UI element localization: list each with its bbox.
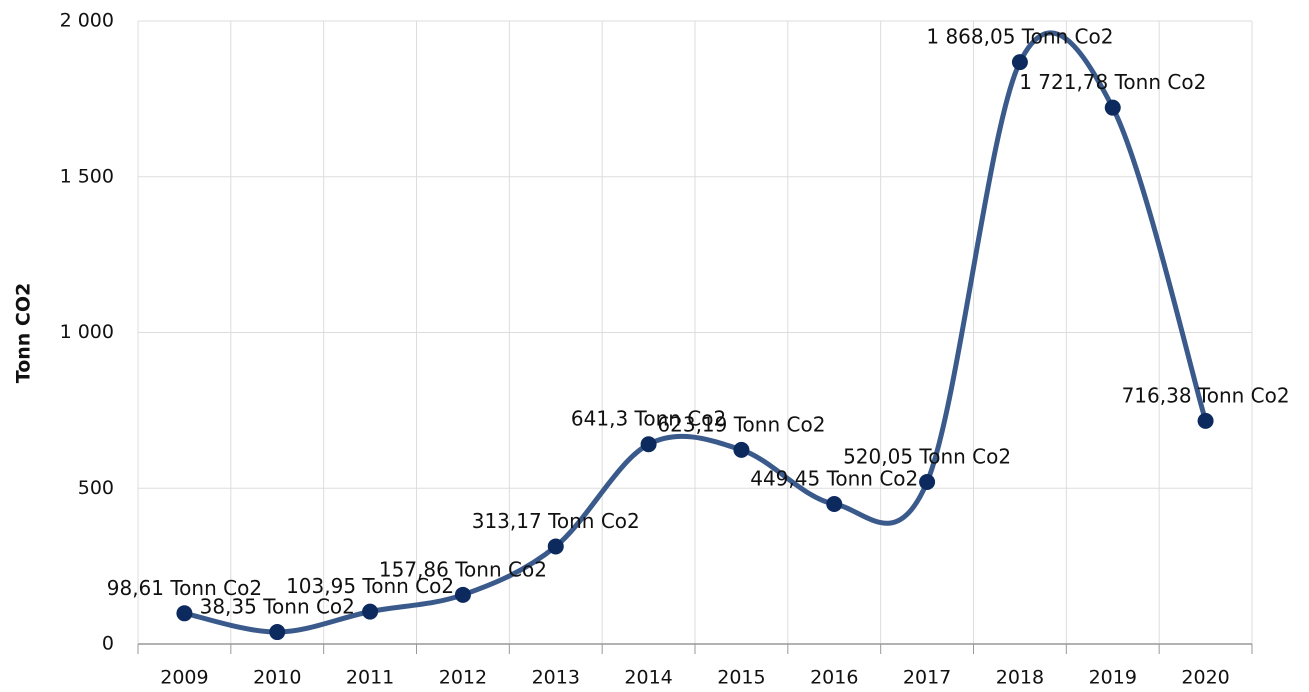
x-tick-label: 2016 [810, 667, 858, 689]
point [1011, 54, 1028, 71]
point [919, 474, 936, 491]
y-tick-label: 2 000 [60, 10, 114, 32]
x-tick-label: 2018 [996, 667, 1044, 689]
y-tick-label: 1 500 [60, 165, 114, 187]
y-axis-title: Tonn CO2 [13, 283, 35, 383]
y-tick-label: 0 [102, 633, 114, 655]
data-label: 1 721,78 Tonn Co2 [1019, 70, 1206, 94]
x-tick-label: 2014 [624, 667, 672, 689]
data-label: 623,19 Tonn Co2 [657, 412, 825, 436]
point [733, 441, 750, 458]
x-tick-label: 2010 [253, 667, 301, 689]
x-tick-label: 2012 [439, 667, 487, 689]
x-tick-label: 2017 [903, 667, 951, 689]
data-label: 157,86 Tonn Co2 [379, 557, 547, 581]
point [269, 624, 286, 641]
point [1104, 99, 1121, 116]
line [181, 30, 1209, 635]
data-label: 1 868,05 Tonn Co2 [926, 25, 1113, 49]
data-label: 103,95 Tonn Co2 [286, 574, 454, 598]
data-label: 38,35 Tonn Co2 [200, 595, 355, 619]
point [640, 436, 657, 453]
point [454, 586, 471, 603]
x-tick-label: 2009 [160, 667, 208, 689]
x-tick-label: 2011 [346, 667, 394, 689]
data-label: 449,45 Tonn Co2 [750, 466, 918, 490]
y-tick-label: 1 000 [60, 321, 114, 343]
point [1197, 412, 1214, 429]
point [547, 538, 564, 555]
x-tick-label: 2019 [1089, 667, 1137, 689]
data-label: 641,3 Tonn Co2 [571, 407, 726, 431]
x-tick-label: 2013 [532, 667, 580, 689]
point [362, 603, 379, 620]
data-label: 716,38 Tonn Co2 [1122, 383, 1290, 407]
data-label: 313,17 Tonn Co2 [472, 509, 640, 533]
point [826, 495, 843, 512]
x-tick-label: 2020 [1181, 667, 1229, 689]
data-label: 98,61 Tonn Co2 [107, 576, 262, 600]
y-tick-label: 500 [78, 477, 114, 499]
point [176, 605, 193, 622]
x-tick-label: 2015 [717, 667, 765, 689]
data-label: 520,05 Tonn Co2 [843, 445, 1011, 469]
